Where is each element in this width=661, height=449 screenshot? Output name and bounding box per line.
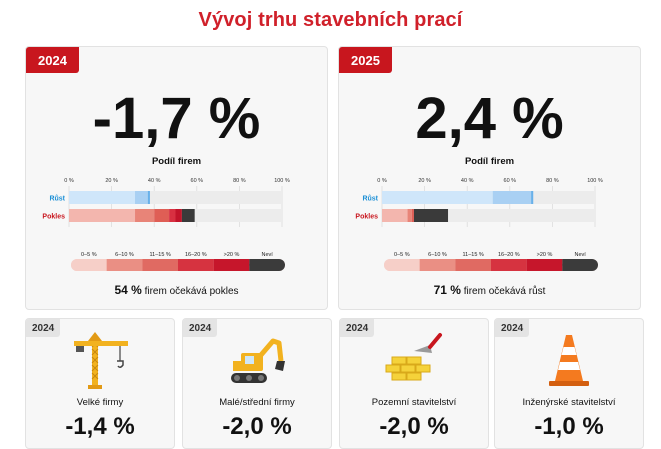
legend-swatch bbox=[249, 259, 279, 271]
bar-segment bbox=[135, 191, 148, 204]
bar-segment bbox=[382, 191, 493, 204]
legend-label: 0–5 % bbox=[394, 252, 410, 258]
x-tick-label: 100 % bbox=[587, 178, 603, 184]
x-tick-label: 20 % bbox=[105, 178, 118, 184]
bar-segment bbox=[169, 209, 176, 222]
legend-label: 16–20 % bbox=[185, 252, 207, 258]
category-label: Růst bbox=[49, 195, 65, 203]
bar-segment bbox=[135, 209, 155, 222]
legend-label: 16–20 % bbox=[498, 252, 520, 258]
legend-swatch bbox=[526, 259, 563, 271]
legend-swatch bbox=[178, 259, 214, 271]
chart-subtitle: Podíl firem bbox=[464, 156, 515, 167]
card-label: Velké firmy bbox=[76, 397, 124, 408]
x-tick-label: 60 % bbox=[191, 178, 204, 184]
legend-swatch bbox=[213, 259, 250, 271]
bar-segment bbox=[181, 209, 195, 222]
excavator-icon bbox=[231, 338, 285, 383]
x-tick-label: 0 % bbox=[64, 178, 74, 184]
x-tick-label: 40 % bbox=[461, 178, 474, 184]
bar-segment bbox=[492, 191, 532, 204]
card-label: Inženýrské stavitelství bbox=[522, 397, 616, 408]
legend-label: Neví bbox=[575, 252, 587, 258]
year-tag: 2024 bbox=[495, 319, 530, 337]
legend-swatch bbox=[491, 259, 527, 271]
bar-segment bbox=[382, 209, 408, 222]
card-label: Malé/střední firmy bbox=[219, 397, 295, 408]
bar-segment bbox=[413, 209, 449, 222]
summary-percent: 54 % bbox=[114, 283, 142, 297]
bar-segment bbox=[69, 209, 136, 222]
summary-label: firem očekává pokles bbox=[144, 286, 239, 297]
bar-segment bbox=[411, 209, 414, 222]
summary-text: 71 % firem očekává růst bbox=[339, 283, 640, 297]
category-label: Pokles bbox=[355, 214, 378, 221]
legend-label: >20 % bbox=[537, 252, 553, 258]
stacked-bar-chart-2025: 0 % 20 % 40 % 60 % 80 % 100 % Růst Pokles 0–5 % 6… bbox=[355, 178, 603, 271]
big-value: -1,7 % bbox=[92, 86, 261, 151]
x-tick-label: 20 % bbox=[418, 178, 431, 184]
category-label: Růst bbox=[362, 195, 378, 203]
crane-icon bbox=[74, 332, 128, 389]
summary-text: 54 % firem očekává pokles bbox=[26, 283, 327, 297]
legend-swatch bbox=[562, 259, 592, 271]
x-tick-label: 40 % bbox=[148, 178, 161, 184]
legend-swatch bbox=[106, 259, 143, 271]
chart-subtitle: Podíl firem bbox=[151, 156, 202, 167]
legend-label: 11–15 % bbox=[463, 252, 484, 258]
legend-label: 11–15 % bbox=[150, 252, 171, 258]
bar-segment bbox=[147, 191, 150, 204]
summary-percent: 71 % bbox=[433, 283, 461, 297]
x-tick-label: 100 % bbox=[274, 178, 290, 184]
bar-segment bbox=[175, 209, 182, 222]
legend-swatch bbox=[77, 259, 107, 271]
bar-segment bbox=[407, 209, 412, 222]
x-tick-label: 80 % bbox=[546, 178, 559, 184]
year-tag: 2024 bbox=[183, 319, 218, 337]
legend-label: Neví bbox=[262, 252, 274, 258]
x-tick-label: 80 % bbox=[233, 178, 246, 184]
card-pozemni-stavitelstvi: 2024 Pozemní stavitelství -2,0 % bbox=[339, 318, 489, 449]
x-tick-label: 0 % bbox=[377, 178, 387, 184]
bricks-trowel-icon bbox=[385, 333, 442, 381]
year-tab: 2024 bbox=[26, 47, 79, 73]
bar-segment bbox=[69, 191, 136, 204]
card-velke-firmy: 2024 Velké firmy -1,4 % bbox=[25, 318, 175, 449]
card-label: Pozemní stavitelství bbox=[371, 397, 457, 408]
card-value: -2,0 % bbox=[222, 413, 292, 440]
legend-swatch bbox=[390, 259, 420, 271]
legend-swatch bbox=[419, 259, 456, 271]
year-tab: 2025 bbox=[339, 47, 392, 73]
legend-swatch bbox=[455, 259, 491, 271]
card-value: -2,0 % bbox=[379, 413, 449, 440]
legend-label: 6–10 % bbox=[428, 252, 447, 258]
panel-2025: 2025 2,4 % Podíl firem 0 % 20 % 40 % 60 % 80… bbox=[338, 46, 641, 310]
bar-segment bbox=[531, 191, 534, 204]
big-value: 2,4 % bbox=[415, 86, 564, 151]
panel-2024: 2024 -1,7 % Podíl firem 0 % 20 % 40 % 60 % 8… bbox=[25, 46, 328, 310]
x-tick-label: 60 % bbox=[504, 178, 517, 184]
year-tag: 2024 bbox=[340, 319, 375, 337]
stacked-bar-chart-2024: 0 % 20 % 40 % 60 % 80 % 100 % Růst Pokles 0–5 % 6… bbox=[42, 178, 290, 271]
year-tag: 2024 bbox=[26, 319, 61, 337]
legend-swatch bbox=[142, 259, 178, 271]
card-value: -1,0 % bbox=[534, 413, 604, 440]
traffic-cone-icon bbox=[549, 335, 589, 386]
bar-segment bbox=[154, 209, 170, 222]
legend-label: 0–5 % bbox=[81, 252, 97, 258]
legend-label: 6–10 % bbox=[115, 252, 134, 258]
category-label: Pokles bbox=[42, 214, 65, 221]
summary-label: firem očekává růst bbox=[463, 286, 546, 297]
card-inzenyrske-stavitelstvi: 2024 Inženýrské stavitelství -1,0 % bbox=[494, 318, 644, 449]
legend-label: >20 % bbox=[224, 252, 240, 258]
card-male-stredni-firmy: 2024 Malé/střední firmy -2,0 % bbox=[182, 318, 332, 449]
page-title: Vývoj trhu stavebních prací bbox=[198, 9, 463, 31]
card-value: -1,4 % bbox=[65, 413, 135, 440]
